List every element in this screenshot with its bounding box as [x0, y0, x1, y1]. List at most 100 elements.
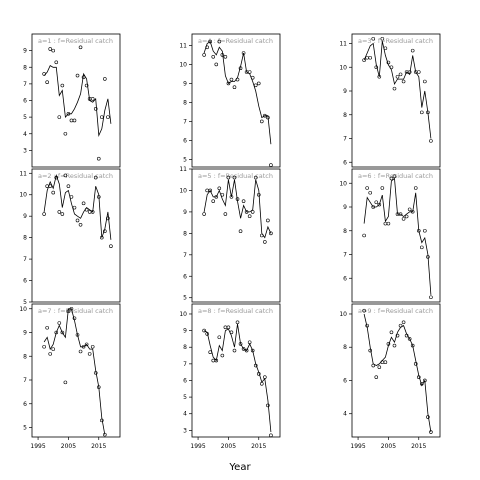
panel-title: a=9 : f=Residual catch — [358, 307, 433, 315]
y-tick-label: 6 — [23, 98, 27, 105]
data-point — [392, 174, 397, 178]
data-point — [365, 55, 369, 60]
data-point — [241, 199, 246, 203]
y-tick-label: 11 — [179, 42, 187, 49]
panel-7: a=3 : f=Residual catch 6 7 8 9 10 11 — [339, 33, 441, 168]
data-point — [232, 175, 237, 180]
data-point — [386, 342, 391, 346]
y-tick-label: 7 — [183, 118, 187, 125]
y-tick-label: 7 — [183, 252, 187, 259]
data-point — [60, 83, 65, 88]
panel-3: a=7 : f=Residual catch 5 6 7 8 9 10 1995 2005 201… — [19, 303, 121, 450]
data-point — [404, 333, 409, 338]
data-point — [51, 190, 56, 195]
panel-frame — [31, 303, 121, 438]
data-point — [392, 86, 397, 91]
y-tick-label: 9 — [343, 88, 347, 95]
y-tick-label: 11 — [179, 166, 187, 173]
y-tick-label: 8 — [343, 112, 347, 119]
panel-frame — [351, 33, 441, 168]
data-point — [253, 175, 258, 180]
y-tick-label: 4 — [183, 411, 187, 418]
data-point — [202, 212, 206, 216]
y-tick-label: 10 — [19, 306, 27, 313]
data-point — [241, 347, 246, 351]
panel-title: a=1 : f=Residual catch — [38, 37, 113, 45]
data-point — [371, 36, 376, 41]
data-point — [250, 210, 255, 214]
x-tick-label: 2005 — [221, 443, 236, 450]
fit-line — [363, 313, 432, 433]
data-point — [96, 195, 101, 199]
data-point — [389, 330, 394, 335]
y-tick-label: 9 — [183, 209, 187, 216]
data-point — [238, 342, 243, 346]
fit-line — [363, 41, 432, 139]
data-point — [229, 195, 234, 199]
data-point — [226, 175, 231, 180]
data-point — [84, 83, 89, 88]
data-point — [259, 381, 264, 386]
y-tick-label: 5 — [23, 425, 27, 432]
data-point — [75, 218, 80, 223]
y-tick-label: 10 — [339, 64, 347, 71]
fit-line — [203, 323, 272, 433]
data-point — [223, 54, 228, 59]
data-point — [380, 36, 385, 41]
data-point — [383, 46, 388, 51]
data-point — [365, 186, 369, 190]
y-tick-label: 11 — [339, 41, 347, 48]
data-point — [235, 197, 240, 201]
y-tick-label: 5 — [23, 299, 27, 306]
y-tick-label: 7 — [23, 81, 27, 88]
data-point — [84, 207, 89, 212]
data-point — [266, 115, 270, 120]
data-point — [205, 188, 209, 193]
y-tick-label: 7 — [23, 377, 27, 384]
data-point — [51, 347, 56, 351]
y-tick-label: 3 — [183, 427, 187, 434]
data-point — [93, 371, 98, 375]
data-point — [42, 344, 46, 349]
data-point — [103, 229, 107, 234]
data-point — [266, 218, 270, 223]
y-tick-label: 8 — [183, 99, 187, 106]
data-point — [81, 201, 86, 206]
data-point — [423, 228, 427, 233]
y-tick-label: 10 — [339, 311, 347, 318]
panel-frame — [191, 168, 281, 303]
y-tick-label: 6 — [343, 377, 347, 384]
data-point — [263, 375, 267, 379]
data-point — [109, 244, 113, 249]
data-point — [419, 110, 424, 115]
data-point — [241, 51, 246, 55]
data-point — [232, 348, 237, 353]
data-point — [419, 245, 424, 250]
panel-frame — [31, 168, 121, 303]
data-point — [48, 184, 53, 188]
data-point — [226, 325, 231, 330]
panel-title: a=2 : f=Residual catch — [38, 172, 113, 180]
y-tick-label: 5 — [183, 156, 187, 163]
data-point — [416, 70, 421, 74]
data-point — [377, 365, 382, 369]
data-point — [57, 210, 62, 214]
data-point — [72, 205, 77, 210]
data-point — [60, 212, 65, 216]
panel-frame — [191, 33, 281, 168]
data-point — [398, 323, 403, 328]
data-point — [238, 66, 243, 70]
data-point — [63, 131, 68, 136]
data-point — [426, 415, 430, 419]
data-point — [211, 199, 216, 203]
data-point — [407, 337, 412, 341]
data-point — [368, 55, 373, 60]
data-point — [377, 202, 382, 207]
data-point — [429, 295, 433, 300]
data-point — [386, 221, 391, 226]
data-point — [269, 433, 273, 438]
data-point — [256, 372, 261, 376]
x-tick-label: 2015 — [91, 443, 106, 450]
data-point — [72, 118, 77, 123]
